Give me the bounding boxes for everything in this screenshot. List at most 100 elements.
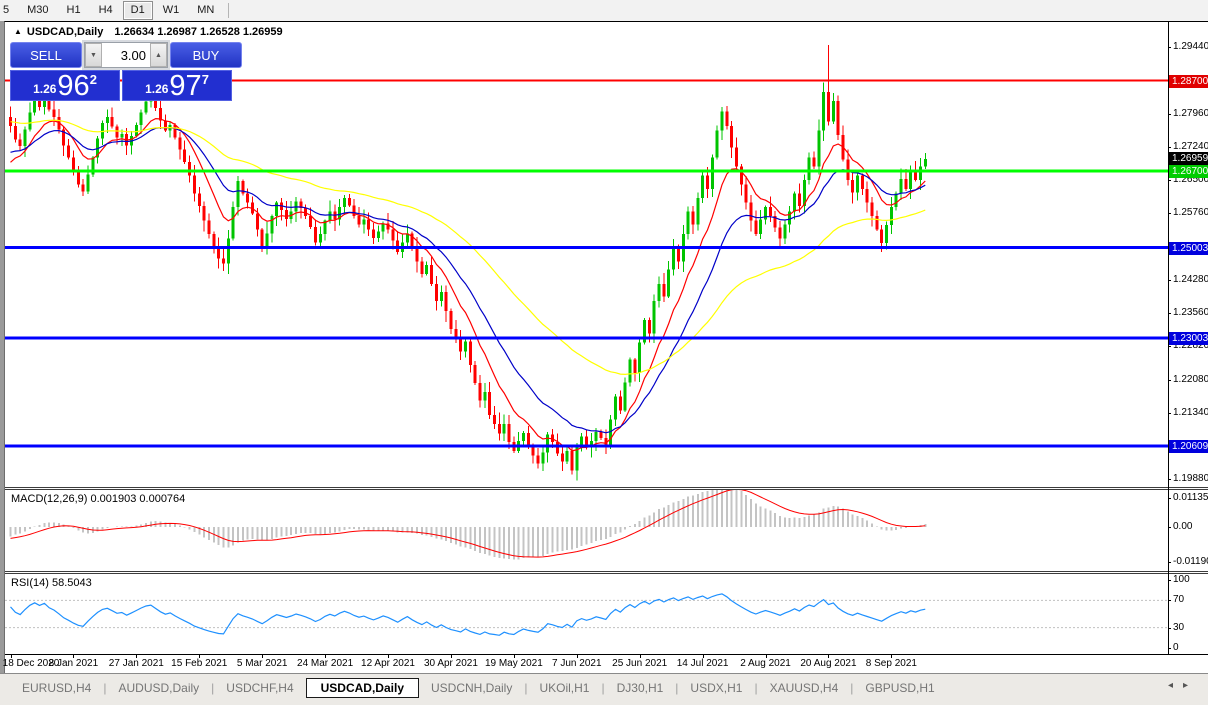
tabs-scroll-left-icon[interactable]: ◂ [1167, 680, 1183, 691]
level-price-label: 1.23003 [1169, 331, 1208, 345]
price-tick-label: 1.19880 [1167, 472, 1208, 484]
toolbar-separator [228, 3, 230, 18]
date-label: 25 Jun 2021 [612, 658, 668, 669]
chart-tab-xauusd[interactable]: XAUUSD,H4 [769, 681, 839, 695]
ohlc-low: 1.26528 [200, 26, 240, 38]
buy-price-big: 97 [169, 70, 202, 102]
tabs-scroll-arrows: ◂▸ [1168, 680, 1198, 691]
price-tick-label: 1.25760 [1167, 207, 1208, 219]
date-label: 8 Sep 2021 [865, 658, 917, 669]
price-tick-label: 1.26500 [1167, 174, 1208, 185]
date-label: 15 Feb 2021 [171, 658, 228, 669]
volume-input[interactable] [102, 43, 150, 67]
ohlc-readout: 1.26634 1.26987 1.26528 1.26959 [114, 26, 282, 38]
rsi-chart [5, 593, 1168, 636]
time-tick [325, 655, 327, 658]
chart-tabs: EURUSD,H4 | AUDUSD,Daily | USDCHF,H4 USDCAD,D… [10, 677, 947, 699]
macd-label: MACD(12,26,9) 0.001903 0.000764 [11, 493, 186, 505]
sell-price-big: 96 [57, 70, 90, 102]
macd-tick-label: -0.01190 [1168, 556, 1208, 568]
date-label: 30 Apr 2021 [423, 658, 478, 669]
panel-divider[interactable] [5, 487, 1208, 490]
chart-window: ▲ USDCAD,Daily 1.26634 1.26987 1.26528 1.… [2, 21, 1208, 674]
rsi-tick-label: 70 [1167, 594, 1185, 606]
date-label: 7 Jun 2021 [552, 658, 602, 669]
tab-separator: | [601, 681, 605, 695]
timeframe-button-d1[interactable]: D1 [122, 1, 153, 20]
date-label: 12 Apr 2021 [361, 658, 415, 669]
ohlc-open: 1.26634 [114, 26, 155, 38]
panel-divider[interactable] [5, 571, 1208, 574]
volume-increase-button[interactable]: ▲ [150, 43, 167, 67]
date-label: 24 Mar 2021 [297, 658, 354, 669]
volume-decrease-button[interactable]: ▼ [85, 43, 102, 67]
timeframe-buttons: 5 M30 H1 H4 D1 W1 MN [0, 0, 234, 21]
chevron-up-icon: ▲ [155, 51, 162, 59]
volume-control: ▼ ▲ [84, 42, 168, 68]
chart-tab-usdx[interactable]: USDX,H1 [690, 681, 743, 695]
tabs-scroll-right-icon[interactable]: ▸ [1182, 680, 1198, 691]
price-tick-label: 1.22820 [1167, 340, 1208, 352]
buy-button[interactable]: BUY [170, 42, 242, 68]
buy-price-point: 7 [201, 72, 209, 87]
tab-separator: | [524, 681, 528, 695]
timeframe-button-5[interactable]: 5 [3, 4, 10, 16]
chart-tab-eurusd[interactable]: EURUSD,H4 [22, 681, 92, 695]
timeframe-toolbar: 5 M30 H1 H4 D1 W1 MN [0, 0, 1208, 22]
time-tick [10, 655, 12, 658]
macd-indicator-panel[interactable]: MACD(12,26,9) 0.001903 0.000764 0.01135 0… [5, 490, 1208, 571]
chart-tab-dj30[interactable]: DJ30,H1 [616, 681, 664, 695]
buy-price-display[interactable]: 1.26 97 7 [122, 70, 232, 101]
chart-tab-gbpusd[interactable]: GBPUSD,H1 [865, 681, 935, 695]
date-label: 5 Mar 2021 [236, 658, 288, 669]
price-chart-panel[interactable]: ▲ USDCAD,Daily 1.26634 1.26987 1.26528 1.… [5, 22, 1208, 487]
candlestick-chart[interactable] [5, 22, 1208, 487]
date-label: 18 Dec 2020 [2, 658, 60, 669]
date-label: 2 Aug 2021 [740, 658, 791, 669]
ohlc-high: 1.26987 [157, 26, 197, 38]
chart-tab-usdcad[interactable]: USDCAD,Daily [305, 678, 419, 698]
macd-tick-label: 0.00 [1167, 521, 1193, 532]
sell-price-display[interactable]: 1.26 96 2 [10, 70, 120, 101]
time-tick [513, 655, 515, 658]
time-tick [199, 655, 201, 658]
tab-separator: | [103, 681, 107, 695]
timeframe-button-h4[interactable]: H4 [98, 4, 113, 16]
price-scale-border [1168, 22, 1169, 654]
time-tick [576, 655, 578, 658]
rsi-tick-label: 100 [1168, 574, 1190, 585]
rsi-indicator-panel[interactable]: RSI(14) 58.5043 100 70 30 0 [5, 574, 1208, 654]
timeframe-button-mn[interactable]: MN [197, 4, 215, 16]
price-tick-label: 1.27240 [1167, 140, 1208, 152]
date-label: 14 Jul 2021 [676, 658, 729, 669]
chart-tab-usdchf[interactable]: USDCHF,H4 [226, 681, 294, 695]
level-price-label: 1.25003 [1169, 241, 1208, 255]
timeframe-button-w1[interactable]: W1 [162, 4, 180, 16]
macd-tick-label: 0.01135 [1167, 492, 1208, 503]
tab-separator: | [675, 681, 679, 695]
current-price-label: 1.26959 [1169, 152, 1208, 166]
chart-tabs-bar: EURUSD,H4 | AUDUSD,Daily | USDCHF,H4 USDCAD,D… [0, 673, 1208, 705]
time-scale[interactable]: 18 Dec 2020 8 Jan 2021 27 Jan 2021 15 Feb 2… [2, 654, 1208, 674]
level-price-label: 1.28700 [1169, 74, 1208, 88]
chart-title: ▲ USDCAD,Daily 1.26634 1.26987 1.26528 1.… [14, 26, 283, 38]
collapse-triangle-icon[interactable]: ▲ [14, 27, 22, 36]
date-label: 8 Jan 2021 [48, 658, 99, 669]
sell-button[interactable]: SELL [10, 42, 82, 68]
time-tick [765, 655, 767, 658]
chart-tab-audusd[interactable]: AUDUSD,Daily [118, 681, 200, 695]
trade-controls-row: SELL ▼ ▲ BUY [10, 42, 242, 68]
chart-tab-ukoil[interactable]: UKOil,H1 [539, 681, 590, 695]
timeframe-button-h1[interactable]: H1 [66, 4, 81, 16]
time-tick [702, 655, 704, 658]
buy-price-prefix: 1.26 [145, 82, 169, 96]
tab-separator: | [850, 681, 854, 695]
price-tick-label: 1.24280 [1167, 274, 1208, 286]
price-tick-label: 1.21340 [1167, 406, 1208, 418]
price-tick-label: 1.29440 [1167, 41, 1208, 53]
chart-tab-usdcnh[interactable]: USDCNH,Daily [431, 681, 513, 695]
price-tick-label: 1.22080 [1167, 373, 1208, 385]
chart-symbol-period: USDCAD,Daily [26, 26, 104, 38]
date-label: 27 Jan 2021 [108, 658, 164, 669]
timeframe-button-m30[interactable]: M30 [27, 4, 49, 16]
